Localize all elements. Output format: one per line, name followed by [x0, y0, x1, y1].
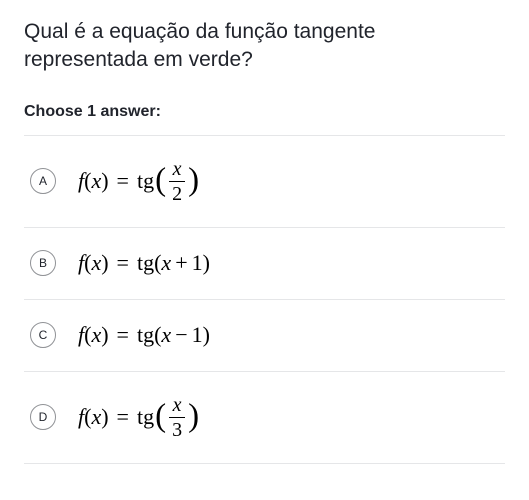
option-b[interactable]: B f(x)=tg(x+1) [24, 228, 505, 300]
option-a[interactable]: A f(x)=tg(x2) [24, 136, 505, 228]
radio-b[interactable]: B [30, 250, 56, 276]
option-c-formula: f(x)=tg(x−1) [78, 324, 210, 346]
options-container: A f(x)=tg(x2) B f(x)=tg(x+1) C f(x)=tg(x… [24, 135, 505, 464]
option-b-formula: f(x)=tg(x+1) [78, 252, 210, 274]
option-d[interactable]: D f(x)=tg(x3) [24, 372, 505, 464]
option-d-formula: f(x)=tg(x3) [78, 394, 200, 441]
question-text: Qual é a equação da função tangente repr… [24, 18, 505, 75]
option-c[interactable]: C f(x)=tg(x−1) [24, 300, 505, 372]
option-a-formula: f(x)=tg(x2) [78, 158, 200, 205]
radio-d[interactable]: D [30, 404, 56, 430]
radio-a[interactable]: A [30, 168, 56, 194]
radio-c[interactable]: C [30, 322, 56, 348]
choose-one-label: Choose 1 answer: [24, 103, 505, 121]
